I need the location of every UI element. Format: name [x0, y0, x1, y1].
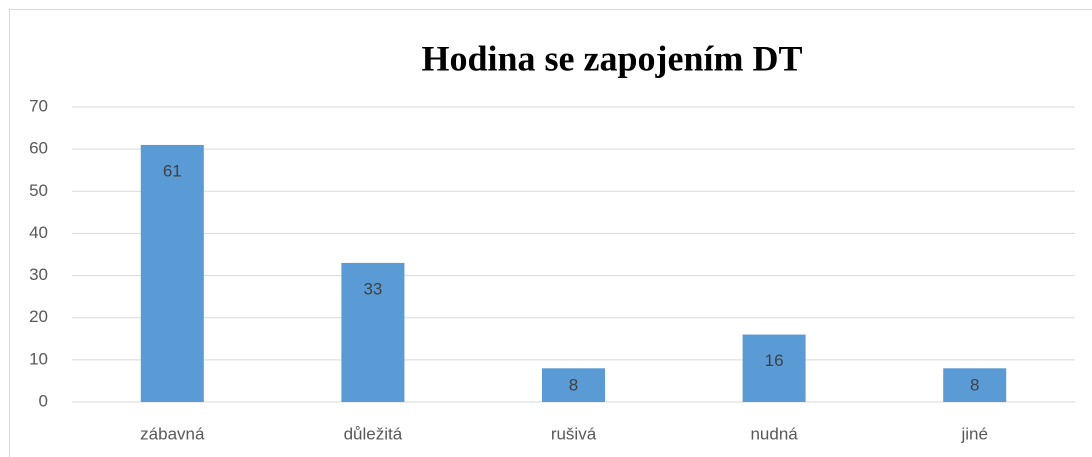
y-tick-label: 50: [29, 181, 48, 200]
y-tick-label: 10: [29, 349, 48, 368]
bar: [140, 144, 204, 402]
data-label: 8: [970, 376, 979, 395]
y-tick-label: 0: [39, 391, 48, 410]
y-tick-label: 60: [29, 139, 48, 158]
x-tick-label: rušivá: [551, 424, 597, 443]
data-label: 61: [163, 161, 182, 180]
y-tick-label: 40: [29, 223, 48, 242]
x-tick-label: důležitá: [344, 424, 403, 443]
chart-title: Hodina se zapojením DT: [421, 38, 802, 78]
x-tick-label: jiné: [960, 424, 987, 443]
data-label: 8: [569, 376, 578, 395]
y-tick-label: 30: [29, 265, 48, 284]
y-tick-label: 70: [29, 96, 48, 115]
bar: [943, 368, 1007, 402]
y-tick-label: 20: [29, 307, 48, 326]
data-label: 16: [765, 351, 784, 370]
x-tick-label: zábavná: [140, 424, 205, 443]
chart-border: [9, 9, 1092, 457]
data-label: 33: [363, 279, 382, 298]
bar: [341, 262, 405, 402]
x-tick-label: nudná: [750, 424, 798, 443]
bar: [742, 334, 806, 402]
bar: [542, 368, 605, 402]
